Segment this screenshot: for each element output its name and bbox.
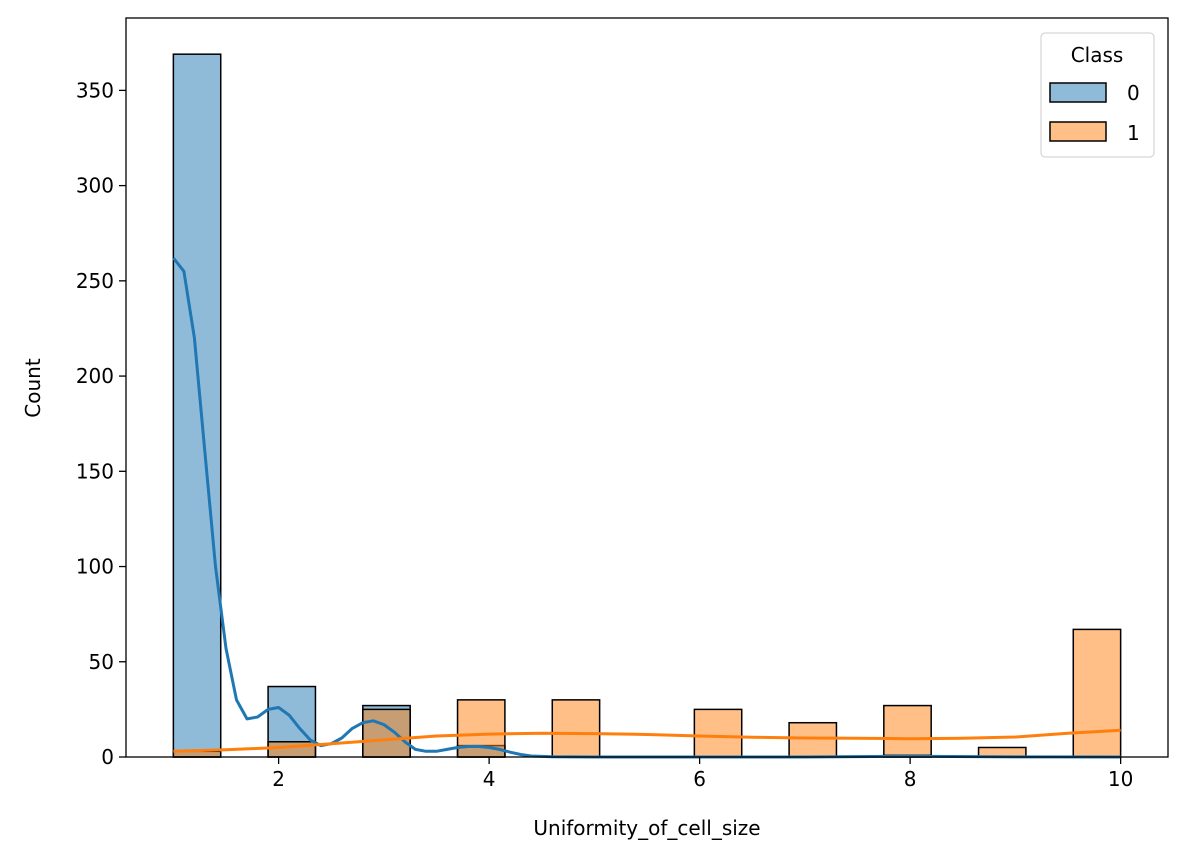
y-tick-label: 200 — [76, 364, 114, 388]
legend: Class 0 1 — [1040, 32, 1155, 158]
legend-label-class-0: 0 — [1127, 81, 1140, 105]
y-tick-label: 0 — [101, 745, 114, 769]
axes-frame — [125, 17, 1169, 758]
bar-class-1-6 — [788, 721, 838, 758]
bar-class-1-9 — [1072, 628, 1122, 758]
x-tick-label: 2 — [272, 767, 285, 791]
bar-class-0-0 — [172, 53, 222, 758]
x-tick-label: 6 — [693, 767, 706, 791]
x-tick-label: 10 — [1108, 767, 1133, 791]
legend-label-class-1: 1 — [1127, 121, 1140, 145]
x-axis-ticks: 2 4 6 8 10 — [272, 757, 1133, 791]
legend-swatch-class-1 — [1049, 121, 1107, 142]
y-axis-ticks: 0 50 100 150 200 250 300 350 — [76, 78, 126, 769]
y-axis-label: Count — [21, 358, 45, 418]
kde-line-class-1 — [173, 728, 1121, 753]
legend-title: Class — [1071, 43, 1124, 67]
y-tick-label: 150 — [76, 459, 114, 483]
x-axis-label: Uniformity_of_cell_size — [533, 816, 760, 840]
y-tick-label: 350 — [76, 78, 114, 102]
y-tick-label: 100 — [76, 555, 114, 579]
bar-class-1-7 — [883, 704, 932, 758]
y-tick-label: 50 — [89, 650, 114, 674]
y-tick-label: 250 — [76, 269, 114, 293]
bar-class-1-5 — [693, 708, 743, 758]
legend-swatch-class-0 — [1049, 82, 1107, 103]
bar-class-1-4 — [551, 699, 601, 758]
bar-class-1-2 — [362, 708, 411, 758]
x-tick-label: 8 — [904, 767, 917, 791]
y-tick-label: 300 — [76, 174, 114, 198]
x-tick-label: 4 — [483, 767, 496, 791]
